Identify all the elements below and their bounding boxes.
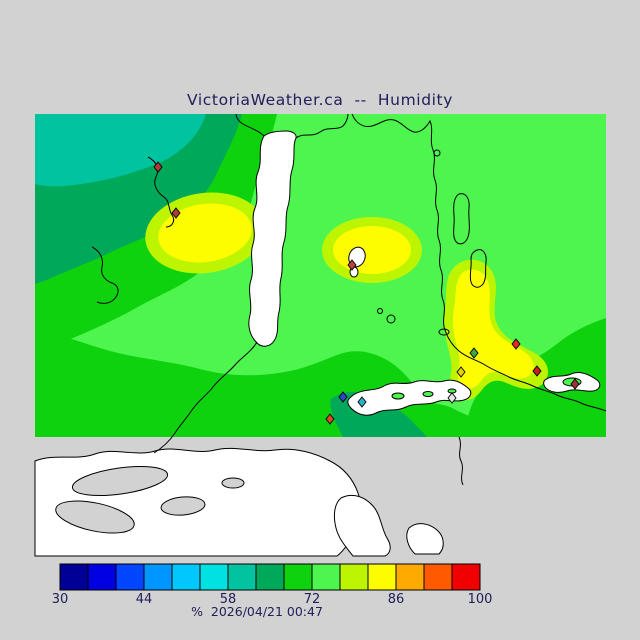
gray-landform [55, 500, 135, 534]
colorbar-segment [339, 563, 369, 591]
coastline-island-sidney [469, 249, 487, 288]
coastline-victoria-south [458, 436, 464, 486]
colorbar-segment [283, 563, 313, 591]
water-channel [347, 379, 472, 416]
colorbar-tick-label: 44 [136, 592, 153, 607]
station-marker [456, 366, 466, 378]
colorbar-segment [115, 563, 145, 591]
coastline-islet [438, 328, 450, 336]
coastline-island-james [453, 193, 470, 245]
coastline-islet [386, 314, 396, 324]
station-marker [511, 338, 521, 350]
colorbar-caption: % 2026/04/21 00:47 [191, 604, 323, 619]
colorbar-tick-labels: 30 44 58 72 86 100 [52, 592, 493, 607]
station-marker [469, 347, 479, 359]
contour-region-yellow-middle [333, 226, 411, 274]
colorbar-segment [171, 563, 201, 591]
contour-region-teal [35, 114, 206, 187]
station-marker [532, 365, 542, 377]
coastline-left-bay [91, 246, 119, 304]
coastline-peninsula-east [351, 113, 607, 412]
island [422, 391, 434, 397]
colorbar-segment [311, 563, 341, 591]
coastline-islet [433, 149, 441, 157]
colorbar-segment [59, 563, 89, 591]
colorbar-segment [367, 563, 397, 591]
islands-in-water [391, 377, 582, 400]
contour-region-bottom-band [35, 329, 545, 437]
colorbar-tick-label: 58 [220, 592, 237, 607]
colorbar-tick-label: 30 [52, 592, 69, 607]
colorbar-segment [451, 563, 481, 591]
contour-region-yellow-left [158, 203, 252, 263]
water-lower-middle [333, 494, 391, 557]
colorbar-tick-label: 72 [304, 592, 321, 607]
water-lower-right [406, 523, 444, 555]
colorbar-tick-label: 100 [468, 592, 493, 607]
gray-landform [160, 496, 206, 516]
colorbar-segment [423, 563, 453, 591]
colorbar-segment [199, 563, 229, 591]
station-markers [153, 161, 580, 425]
colorbar-segment [255, 563, 285, 591]
coastline-inlet-west-to-top [235, 113, 265, 137]
station-marker [570, 378, 580, 390]
coastline-inlet-to-top [295, 113, 349, 139]
station-marker [325, 413, 335, 425]
colorbar-segment [227, 563, 257, 591]
station-marker [447, 392, 457, 404]
colorbar-tick-label: 86 [388, 592, 405, 607]
station-marker [338, 391, 348, 403]
page-title: VictoriaWeather.ca -- Humidity [187, 91, 453, 109]
station-marker [357, 396, 367, 408]
humidity-contour-field [35, 114, 606, 437]
coastline-malahat [153, 341, 258, 454]
gray-landform [221, 477, 245, 489]
station-marker [347, 259, 357, 271]
colorbar-segment [87, 563, 117, 591]
colorbar-segment [395, 563, 425, 591]
water-inlet [248, 130, 297, 347]
lower-gray-shapes [55, 465, 245, 534]
station-marker [153, 161, 163, 173]
coastlines [91, 113, 607, 486]
colorbar [59, 563, 481, 591]
station-marker [171, 207, 181, 219]
gray-landform [71, 465, 169, 497]
coastline-islet [377, 308, 383, 314]
colorbar-segment [143, 563, 173, 591]
island [391, 392, 405, 400]
